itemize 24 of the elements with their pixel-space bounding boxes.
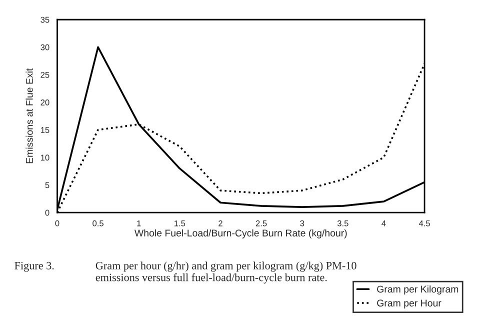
y-tick-label: 15 [40,127,50,133]
x-axis-title: Whole Fuel-Load/Burn-Cycle Burn Rate (kg/hour) [134,229,347,238]
legend-label: Gram per Kilogram [377,285,458,295]
x-tick-label: 0 [55,220,60,226]
y-tick-label: 5 [45,182,50,188]
x-tick-label: 1 [137,220,141,226]
x-tick-label: 4.5 [418,220,430,226]
x-tick-label: 2 [218,220,222,226]
y-tick-label: 35 [40,16,50,23]
y-axis-title: Emissions at Flue Exit [26,68,33,164]
legend-label: Gram per Hour [377,300,442,308]
y-tick-label: 10 [40,154,50,161]
y-tick-label: 0 [45,210,50,216]
x-tick-label: 0.5 [92,220,104,226]
x-tick-label: 1.5 [174,220,186,226]
x-tick-label: 3 [300,220,304,226]
y-tick-label: 30 [40,44,50,50]
y-tick-label: 25 [40,72,50,78]
x-tick-label: 4 [382,220,386,226]
caption: Figure 3. [14,262,54,272]
x-tick-label: 2.5 [256,220,267,226]
y-tick-label: 20 [40,100,50,106]
x-tick-label: 3.5 [337,220,348,226]
text: Gram per hour (g/hr) and gram per kilogram (g/kg) PM-10 emissions versus full fuel-load/burn-cycle burn rate. [96,262,356,284]
